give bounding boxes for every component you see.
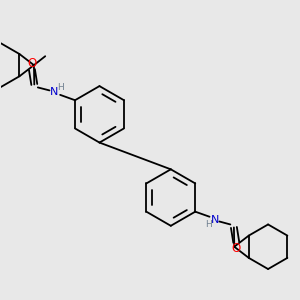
- Text: O: O: [27, 57, 37, 70]
- Text: H: H: [57, 83, 64, 92]
- Text: O: O: [232, 242, 241, 255]
- Text: N: N: [50, 87, 58, 97]
- Text: H: H: [206, 220, 212, 229]
- Text: N: N: [211, 215, 220, 225]
